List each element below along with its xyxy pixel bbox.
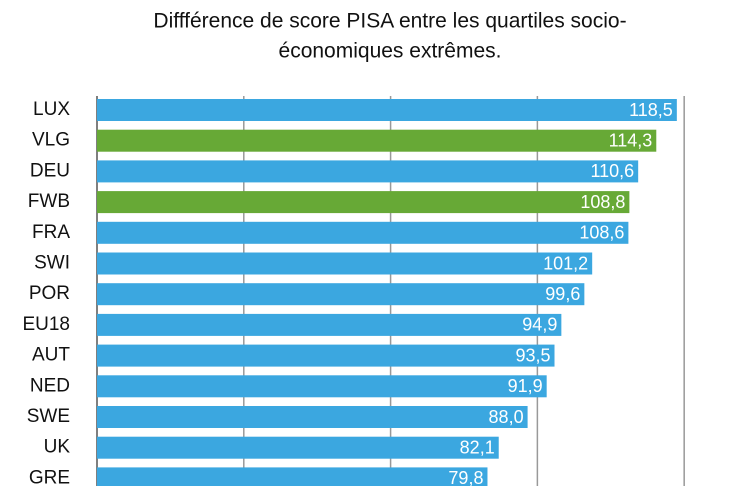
y-tick-label: FRA xyxy=(32,222,70,243)
y-tick-label: SWE xyxy=(27,406,70,427)
value-label: 108,8 xyxy=(580,192,625,212)
value-label: 110,6 xyxy=(590,161,634,181)
y-tick-label: EU18 xyxy=(22,314,70,335)
bar xyxy=(97,221,629,244)
bar xyxy=(97,406,528,428)
value-label: 101,2 xyxy=(543,253,588,273)
bar xyxy=(97,129,657,152)
value-label: 82,1 xyxy=(460,437,495,457)
value-label: 79,8 xyxy=(448,468,483,486)
bar xyxy=(97,99,677,121)
y-tick-label: LUX xyxy=(33,99,70,120)
bar xyxy=(97,160,639,183)
bar xyxy=(97,467,488,486)
y-tick-label: POR xyxy=(29,283,70,304)
value-label: 99,6 xyxy=(545,284,580,304)
bar xyxy=(97,375,547,398)
value-label: 118,5 xyxy=(629,100,673,120)
value-label: 88,0 xyxy=(489,407,524,427)
bar xyxy=(97,344,555,367)
y-tick-label: NED xyxy=(30,375,70,396)
bar xyxy=(97,252,593,275)
y-tick-label: FWB xyxy=(28,191,70,212)
y-tick-label: AUT xyxy=(32,345,70,366)
y-tick-label: VLG xyxy=(32,130,70,151)
y-tick-label: DEU xyxy=(30,160,70,181)
chart-title: Diffférence de score PISA entre les quar… xyxy=(153,10,626,33)
value-label: 94,9 xyxy=(522,315,557,335)
bar xyxy=(97,191,630,214)
value-label: 91,9 xyxy=(508,376,543,396)
chart-title: économiques extrêmes. xyxy=(279,40,502,63)
value-label: 108,6 xyxy=(579,223,624,243)
bar xyxy=(97,436,499,459)
value-label: 93,5 xyxy=(515,345,550,365)
y-tick-label: SWI xyxy=(34,253,70,274)
y-tick-label: UK xyxy=(44,437,71,458)
bar xyxy=(97,283,585,306)
bar xyxy=(97,313,562,336)
y-tick-label: GRE xyxy=(29,467,70,486)
value-label: 114,3 xyxy=(609,130,653,150)
